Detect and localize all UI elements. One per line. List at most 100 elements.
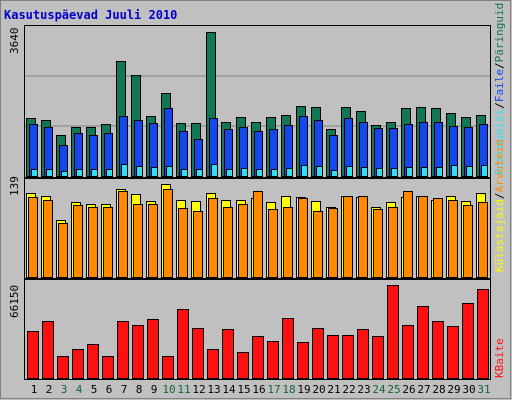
bar-bottom-KBaite-9	[147, 319, 159, 379]
bar-top-Faile-1	[29, 124, 38, 177]
bar-mid-Arvuteid-10	[163, 189, 173, 278]
bar-bottom-KBaite-22	[342, 335, 354, 379]
bar-bottom-KBaite-31	[477, 289, 489, 379]
legend-top: Pöördumisi/Faile/Päringuid	[493, 3, 506, 175]
panel-top-max-label: 3640	[8, 28, 21, 55]
bar-top-Pöördumisi-5	[91, 169, 98, 177]
bar-top-Pöördumisi-25	[391, 168, 398, 177]
bar-mid-Arvuteid-12	[193, 211, 203, 278]
bar-bottom-KBaite-10	[162, 356, 174, 379]
legend-bottom-kbytes: KBaite	[493, 338, 506, 378]
bar-bottom-KBaite-11	[177, 309, 189, 379]
bar-top-Pöördumisi-29	[451, 165, 458, 177]
bar-mid-Arvuteid-23	[358, 196, 368, 278]
bar-top-Pöördumisi-20	[316, 166, 323, 177]
panel-top-frame	[24, 25, 491, 178]
x-tick-label-13: 13	[207, 383, 220, 396]
x-axis-labels: 1 2 3 4 5 6 7 8 9 10 11 12 13 14 15 16 17 18 19 20 21 22 23 24 2…	[31, 383, 491, 396]
bar-top-Pöördumisi-13	[211, 164, 218, 177]
bar-top-Pöördumisi-2	[46, 169, 53, 177]
bar-top-Pöördumisi-28	[436, 167, 443, 177]
x-tick-label-14: 14	[222, 383, 236, 396]
bar-mid-Arvuteid-9	[148, 204, 158, 278]
x-tick-label-15: 15	[237, 383, 250, 396]
bar-bottom-KBaite-3	[57, 356, 69, 379]
x-tick-label-31: 31	[477, 383, 490, 396]
panel-bottom-frame	[24, 279, 491, 380]
x-tick-label-21: 21	[327, 383, 340, 396]
bar-top-Pöördumisi-21	[331, 170, 338, 177]
bar-mid-Arvuteid-29	[448, 200, 458, 278]
bar-mid-Arvuteid-6	[103, 207, 113, 278]
bar-mid-Arvuteid-16	[253, 191, 263, 278]
legend-top-hits: Päringuid	[493, 3, 506, 63]
legend-top-files: Faile	[493, 69, 506, 102]
bar-bottom-KBaite-6	[102, 356, 114, 379]
bar-top-Pöördumisi-4	[76, 169, 83, 177]
bar-bottom-KBaite-25	[387, 285, 399, 379]
bar-bottom-KBaite-15	[237, 352, 249, 379]
x-tick-label-20: 20	[312, 383, 325, 396]
x-tick-label-25: 25	[387, 383, 400, 396]
bar-top-Pöördumisi-10	[166, 166, 173, 177]
bar-top-Pöördumisi-19	[301, 165, 308, 177]
panel-bottom-max-label: 66150	[8, 285, 21, 318]
bar-mid-Arvuteid-19	[298, 198, 308, 278]
bar-mid-Arvuteid-2	[43, 200, 53, 278]
bar-top-Pöördumisi-23	[361, 167, 368, 177]
bar-bottom-KBaite-21	[327, 335, 339, 379]
x-tick-label-17: 17	[267, 383, 280, 396]
bar-bottom-KBaite-19	[297, 342, 309, 379]
bar-bottom-KBaite-2	[42, 321, 54, 379]
bar-bottom-KBaite-4	[72, 349, 84, 379]
bar-bottom-KBaite-16	[252, 336, 264, 379]
bar-bottom-KBaite-13	[207, 349, 219, 379]
bar-bottom-KBaite-12	[192, 328, 204, 379]
x-tick-label-26: 26	[402, 383, 415, 396]
bar-top-Pöördumisi-16	[256, 169, 263, 177]
x-tick-label-5: 5	[91, 383, 98, 396]
bar-mid-Arvuteid-11	[178, 208, 188, 278]
bar-mid-Arvuteid-3	[58, 223, 68, 278]
bar-mid-Arvuteid-17	[268, 209, 278, 278]
bar-mid-Arvuteid-27	[418, 196, 428, 278]
x-tick-label-29: 29	[447, 383, 460, 396]
bar-bottom-KBaite-8	[132, 325, 144, 379]
bar-mid-Arvuteid-15	[238, 204, 248, 278]
bar-mid-Arvuteid-24	[373, 209, 383, 278]
bar-mid-Arvuteid-1	[28, 197, 38, 278]
bar-mid-Arvuteid-7	[118, 191, 128, 278]
bar-bottom-KBaite-27	[417, 306, 429, 379]
x-tick-label-1: 1	[31, 383, 38, 396]
x-tick-label-6: 6	[106, 383, 113, 396]
bar-bottom-KBaite-18	[282, 318, 294, 379]
bar-top-Pöördumisi-11	[181, 169, 188, 177]
x-tick-label-10: 10	[162, 383, 175, 396]
bar-mid-Arvuteid-30	[463, 205, 473, 278]
bar-bottom-KBaite-5	[87, 344, 99, 379]
bar-mid-Arvuteid-21	[328, 208, 338, 278]
bar-bottom-KBaite-29	[447, 326, 459, 379]
bar-mid-Arvuteid-13	[208, 198, 218, 278]
bar-bottom-KBaite-17	[267, 341, 279, 379]
bar-bottom-KBaite-20	[312, 328, 324, 379]
bar-mid-Arvuteid-22	[343, 196, 353, 278]
bar-top-Pöördumisi-12	[196, 169, 203, 177]
x-tick-label-23: 23	[357, 383, 370, 396]
bar-mid-Arvuteid-25	[388, 207, 398, 278]
x-tick-label-7: 7	[121, 383, 128, 396]
x-tick-label-19: 19	[297, 383, 310, 396]
bar-top-Pöördumisi-6	[106, 169, 113, 177]
x-tick-label-22: 22	[342, 383, 355, 396]
bar-top-Pöördumisi-17	[271, 169, 278, 177]
bar-top-Pöördumisi-22	[346, 166, 353, 177]
x-tick-label-30: 30	[462, 383, 475, 396]
panel-mid-max-label: 139	[8, 176, 21, 196]
bar-bottom-KBaite-1	[27, 331, 39, 379]
x-tick-label-16: 16	[252, 383, 265, 396]
bar-bottom-KBaite-28	[432, 321, 444, 379]
bar-bottom-KBaite-26	[402, 325, 414, 379]
bar-top-Pöördumisi-14	[226, 169, 233, 177]
bar-top-Pöördumisi-7	[121, 164, 128, 177]
